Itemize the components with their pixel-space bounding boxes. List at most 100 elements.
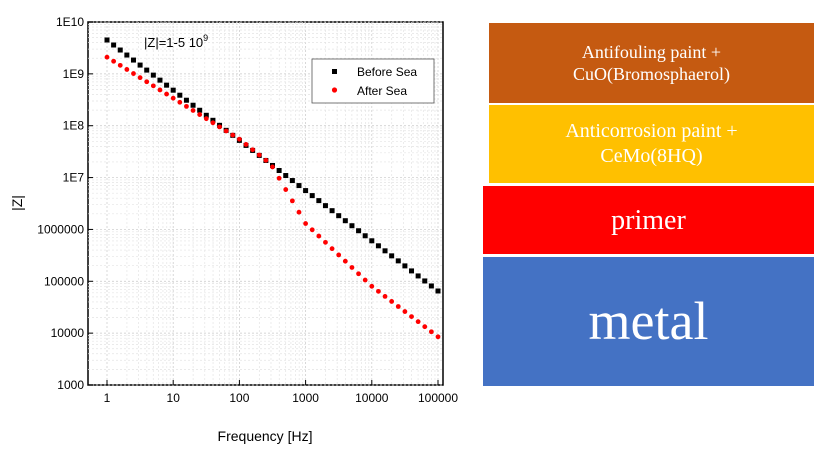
- point-before-sea: [342, 218, 348, 224]
- point-before-sea: [356, 228, 362, 234]
- y-axis-title: |Z|: [9, 195, 25, 211]
- point-after-sea: [210, 120, 216, 126]
- point-after-sea: [356, 271, 361, 277]
- point-after-sea: [389, 299, 395, 304]
- point-after-sea: [323, 239, 328, 245]
- y-tick-label: 1E7: [63, 171, 85, 185]
- point-after-sea: [329, 246, 335, 252]
- impedance-chart: 1 10 100 1000 10000 100000 100010000100000100…: [9, 15, 458, 444]
- data-points: [104, 37, 441, 340]
- point-after-sea: [150, 83, 156, 89]
- layer-antifouling: Antifouling paint + CuO(Bromosphaerol): [488, 22, 815, 104]
- point-after-sea: [230, 132, 236, 138]
- point-before-sea: [389, 253, 395, 259]
- point-after-sea: [395, 304, 401, 309]
- point-after-sea: [190, 108, 196, 113]
- point-before-sea: [164, 82, 170, 88]
- point-before-sea: [428, 283, 434, 289]
- legend-marker-after-sea: [331, 87, 338, 93]
- legend-box: [311, 58, 435, 104]
- point-after-sea: [104, 54, 110, 60]
- point-after-sea: [289, 198, 295, 204]
- point-after-sea: [197, 112, 203, 117]
- point-after-sea: [402, 309, 408, 314]
- point-after-sea: [243, 142, 249, 147]
- point-before-sea: [197, 107, 203, 113]
- x-tick-label: 10000: [355, 391, 389, 405]
- point-before-sea: [203, 112, 209, 118]
- point-before-sea: [322, 203, 328, 209]
- point-after-sea: [283, 187, 289, 192]
- point-after-sea: [170, 95, 176, 101]
- y-tick-label: 1000: [57, 378, 84, 392]
- point-before-sea: [289, 178, 295, 184]
- point-before-sea: [183, 97, 189, 103]
- point-before-sea: [415, 273, 421, 279]
- point-before-sea: [309, 193, 315, 199]
- grid: [88, 21, 443, 386]
- annotation-exponent: 9: [203, 33, 208, 43]
- point-before-sea: [296, 183, 302, 189]
- layer-anticorrosion-line-2: CeMo(8HQ): [600, 145, 703, 167]
- point-after-sea: [111, 58, 117, 64]
- point-before-sea: [283, 173, 289, 179]
- layer-anticorrosion: Anticorrosion paint + CeMo(8HQ): [488, 104, 815, 184]
- point-after-sea: [256, 152, 262, 158]
- point-after-sea: [309, 227, 315, 233]
- layer-antifouling-line-2: CuO(Bromosphaerol): [573, 64, 730, 84]
- point-after-sea: [409, 314, 414, 320]
- point-before-sea: [349, 223, 355, 229]
- point-before-sea: [362, 233, 368, 239]
- point-after-sea: [376, 288, 381, 294]
- x-axis-ticks: 1 10 100 1000 10000 100000: [104, 380, 458, 405]
- point-before-sea: [329, 208, 335, 214]
- point-after-sea: [303, 221, 308, 226]
- point-after-sea: [263, 157, 269, 163]
- point-after-sea: [157, 87, 163, 93]
- point-after-sea: [428, 329, 434, 335]
- point-before-sea: [104, 37, 110, 43]
- point-after-sea: [349, 265, 355, 270]
- layer-primer: primer: [482, 185, 815, 255]
- layer-anticorrosion-line-1: Anticorrosion paint +: [565, 120, 738, 142]
- y-tick-label: 10000: [51, 326, 85, 340]
- y-tick-label: 100000: [44, 274, 84, 288]
- point-before-sea: [435, 288, 441, 294]
- point-after-sea: [203, 116, 209, 122]
- point-after-sea: [117, 62, 123, 68]
- point-after-sea: [124, 67, 130, 72]
- point-after-sea: [435, 334, 441, 340]
- point-before-sea: [422, 278, 428, 284]
- point-before-sea: [276, 168, 282, 174]
- point-after-sea: [164, 91, 169, 97]
- point-after-sea: [342, 258, 348, 264]
- point-after-sea: [415, 319, 421, 325]
- y-axis-ticks: 1000 10000 100000 1000000 1E7 1E8 1E9 1E10: [37, 15, 93, 392]
- point-before-sea: [382, 248, 388, 254]
- point-before-sea: [210, 117, 216, 123]
- point-before-sea: [395, 258, 401, 264]
- x-tick-label: 100000: [418, 391, 458, 405]
- point-after-sea: [382, 294, 388, 299]
- point-before-sea: [369, 238, 375, 244]
- point-after-sea: [223, 128, 229, 134]
- x-tick-label: 1: [104, 391, 111, 405]
- x-axis-title: Frequency [Hz]: [218, 428, 313, 444]
- y-tick-label: 1000000: [37, 222, 84, 236]
- point-after-sea: [369, 283, 375, 289]
- point-after-sea: [217, 124, 222, 130]
- point-after-sea: [362, 277, 368, 283]
- point-before-sea: [124, 52, 130, 58]
- layer-metal-label: metal: [588, 290, 709, 351]
- point-after-sea: [276, 175, 282, 181]
- x-tick-label: 100: [229, 391, 249, 405]
- point-after-sea: [270, 164, 275, 170]
- point-before-sea: [409, 268, 415, 274]
- point-before-sea: [130, 57, 136, 63]
- point-before-sea: [150, 72, 156, 78]
- legend-label-before-sea: Before Sea: [357, 65, 417, 79]
- y-tick-label: 1E10: [56, 15, 84, 29]
- point-after-sea: [336, 252, 342, 258]
- point-after-sea: [237, 136, 242, 142]
- impedance-annotation: |Z|=1-5 109: [144, 33, 208, 50]
